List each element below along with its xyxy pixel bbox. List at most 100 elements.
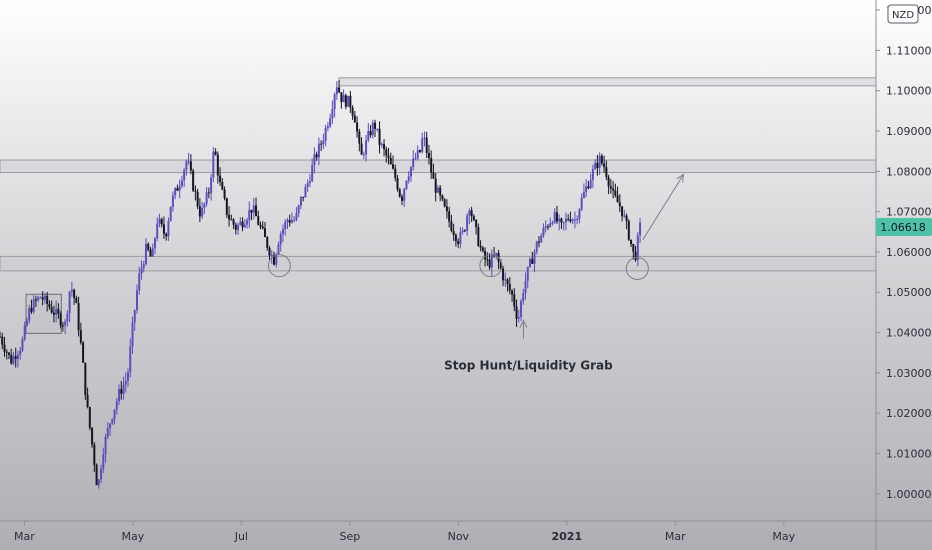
- candle: [142, 260, 145, 273]
- y-tick-label: 1.10000: [886, 85, 932, 98]
- candle: [203, 202, 206, 215]
- candle-body: [533, 251, 536, 264]
- candle: [369, 124, 372, 138]
- candle-body: [219, 175, 222, 182]
- candle-body: [37, 297, 40, 301]
- candle: [596, 154, 599, 176]
- candle-body: [627, 221, 630, 240]
- candle-body: [288, 220, 291, 223]
- candle-body: [131, 322, 134, 347]
- candle: [580, 193, 583, 212]
- candle-body: [558, 218, 561, 222]
- candle-body: [632, 244, 635, 252]
- candle-body: [551, 222, 554, 224]
- candle-body: [546, 226, 549, 228]
- candle: [515, 299, 518, 327]
- candle: [174, 187, 177, 200]
- candle-body: [140, 268, 143, 274]
- candle-body: [216, 154, 219, 176]
- candle-body: [124, 380, 127, 385]
- candle-body: [281, 229, 284, 235]
- candle-body: [540, 235, 543, 243]
- candle: [183, 167, 186, 187]
- candle-body: [10, 354, 13, 364]
- candle: [569, 211, 572, 224]
- candle-body: [225, 198, 228, 215]
- candle-body: [335, 87, 338, 95]
- candle-body: [205, 192, 208, 204]
- candle: [160, 217, 163, 228]
- candle-body: [241, 221, 244, 228]
- time-axis[interactable]: Mar May Jul Sep Nov 2021 Mar May: [14, 521, 796, 543]
- candle-body: [340, 92, 343, 103]
- candle: [551, 220, 554, 226]
- candle-body: [549, 223, 552, 227]
- candle: [156, 217, 159, 242]
- currency-badge[interactable]: NZD: [887, 4, 919, 24]
- candle-body: [246, 220, 249, 225]
- candle: [151, 243, 154, 257]
- candle: [176, 184, 179, 191]
- candle: [270, 250, 273, 264]
- candle: [66, 310, 69, 327]
- candle: [196, 188, 199, 210]
- candle-body: [153, 238, 156, 249]
- candle: [317, 137, 320, 166]
- projection-arrow: [642, 173, 685, 241]
- candle: [185, 159, 188, 176]
- candle-body: [553, 212, 556, 223]
- candle-body: [133, 310, 136, 323]
- candle: [207, 187, 210, 199]
- candle: [302, 196, 305, 202]
- candle-body: [214, 151, 217, 155]
- candle: [171, 191, 174, 212]
- price-axis[interactable]: 1.00000 1.01000 1.02000 1.03000 1.04000 1.050…: [876, 4, 932, 501]
- candle: [414, 152, 417, 160]
- candle: [162, 216, 165, 239]
- candle: [378, 121, 381, 154]
- x-tick-label: May: [772, 530, 795, 543]
- candle-body: [454, 234, 457, 242]
- candle: [124, 372, 127, 393]
- candle: [122, 376, 125, 400]
- candle-body: [257, 216, 260, 225]
- candle: [79, 322, 82, 345]
- candle: [286, 217, 289, 230]
- candle: [232, 218, 235, 229]
- candle-body: [333, 94, 336, 110]
- candle-body: [84, 362, 87, 396]
- candle: [403, 187, 406, 207]
- candle-body: [176, 188, 179, 191]
- x-tick-label: Sep: [339, 530, 360, 543]
- candle-body: [468, 210, 471, 216]
- candle-body: [522, 293, 525, 302]
- candle: [201, 201, 204, 219]
- candle-body: [284, 222, 287, 230]
- candle: [374, 119, 377, 138]
- candle: [102, 447, 105, 474]
- candle: [450, 214, 453, 233]
- candle-body: [198, 206, 201, 217]
- candle: [308, 174, 311, 188]
- candle: [445, 199, 448, 219]
- candle: [70, 282, 73, 297]
- candle: [360, 137, 363, 155]
- candle: [21, 336, 24, 353]
- candle: [113, 409, 116, 425]
- candle-body: [412, 158, 415, 167]
- candle-body: [544, 226, 547, 228]
- candle: [93, 441, 96, 472]
- candle-body: [165, 233, 168, 237]
- candle: [219, 167, 222, 186]
- candle-body: [407, 176, 410, 181]
- candle: [111, 418, 114, 426]
- candle: [61, 321, 64, 332]
- candle: [508, 276, 511, 295]
- candle-body: [106, 428, 109, 437]
- candle: [228, 206, 231, 227]
- x-tick-label: May: [122, 530, 145, 543]
- highlight-circle: [625, 256, 649, 280]
- currency-badge-box[interactable]: [887, 4, 919, 24]
